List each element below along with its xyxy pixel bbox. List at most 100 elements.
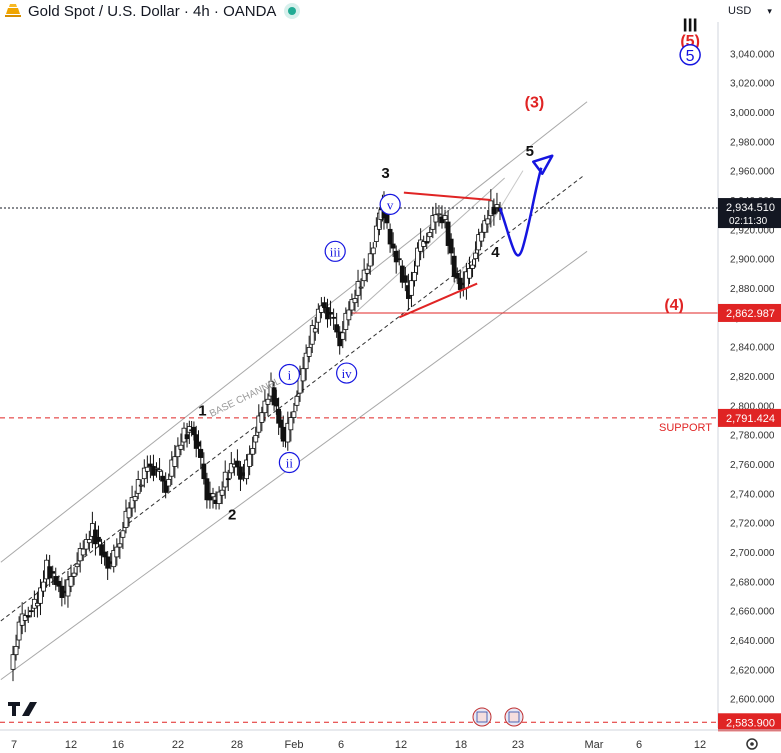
candle-body [352, 298, 358, 304]
candle-body [485, 218, 491, 225]
wave-label-(3): (3) [525, 95, 545, 112]
x-tick-label: Feb [285, 739, 304, 751]
aux-trend-line [353, 177, 505, 315]
candle-body [448, 238, 454, 254]
candle-body [157, 469, 162, 472]
y-tick-label: 2,620.000 [730, 665, 775, 676]
y-tick-label: 2,600.000 [730, 695, 775, 706]
x-tick-label: 12 [694, 739, 706, 751]
wave-label-v: v [387, 197, 394, 212]
candle-body [83, 539, 89, 550]
candle-body [467, 268, 472, 279]
candle-body [219, 489, 225, 496]
candle-body [415, 247, 420, 267]
y-tick-label: 2,740.000 [730, 489, 775, 500]
candle-body [273, 398, 279, 407]
candle-body [74, 563, 80, 568]
candle-body [210, 493, 216, 498]
x-tick-label: 12 [65, 739, 77, 751]
candle-body [334, 324, 340, 333]
y-tick-label: 2,780.000 [730, 431, 775, 442]
candle-body [56, 580, 62, 587]
candle-body [384, 214, 390, 224]
candle-body [396, 258, 402, 261]
candle-body [346, 309, 352, 321]
wave-label-III: III [683, 15, 698, 35]
projection-curve [498, 167, 543, 257]
candle-body [300, 368, 306, 382]
candle-body [117, 543, 123, 548]
market-status-dot [288, 7, 297, 15]
candle-body [16, 621, 22, 641]
candle-body [166, 479, 172, 487]
candle-body [132, 496, 138, 502]
candle-body [25, 615, 31, 618]
candle-body [470, 264, 475, 269]
x-tick-label: 12 [395, 739, 407, 751]
candle-body [312, 328, 318, 333]
y-tick-label: 2,660.000 [730, 607, 775, 618]
candle-body [390, 243, 396, 249]
y-tick-label: 3,020.000 [730, 79, 775, 90]
wave-label-1: 1 [198, 403, 206, 420]
candle-body [331, 316, 337, 319]
candle-body [315, 308, 321, 323]
candle-body [349, 299, 355, 311]
candle-body [138, 484, 144, 487]
candle-body [253, 435, 259, 443]
candle-body [247, 453, 253, 467]
candle-body [494, 204, 500, 208]
candle-body [370, 247, 376, 255]
gold-bars-icon [5, 4, 21, 17]
candle-body [250, 448, 256, 455]
support-label: SUPPORT [659, 422, 712, 434]
candle-body [99, 544, 104, 556]
wave-label-4: 4 [491, 244, 500, 261]
wave-label-circled-5: 5 [686, 48, 695, 65]
y-tick-label: 2,720.000 [730, 519, 775, 530]
x-tick-label: 16 [112, 739, 124, 751]
candle-body [343, 312, 349, 330]
x-tick-label: 22 [172, 739, 184, 751]
wave-label-(4): (4) [664, 297, 684, 314]
candle-body [361, 269, 367, 282]
y-tick-label: 2,900.000 [730, 255, 775, 266]
candle-body [10, 654, 16, 670]
candle-body [86, 539, 92, 544]
currency-label: USD [728, 5, 752, 17]
candle-body [65, 579, 71, 597]
wave-circle-i [278, 363, 300, 386]
price-level-label-0: 2,862.987 [726, 308, 775, 320]
symbol-title[interactable]: Gold Spot / U.S. Dollar · 4h · OANDA [28, 2, 277, 20]
candle-body [451, 255, 457, 277]
price-level-label-1: 2,791.424 [726, 413, 775, 425]
candle-body [285, 422, 291, 443]
x-tick-label: 28 [231, 739, 243, 751]
candle-body [22, 615, 28, 621]
currency-selector[interactable]: USD ▾ [720, 0, 780, 22]
y-tick-label: 2,960.000 [730, 167, 775, 178]
candle-body [111, 550, 117, 568]
candle-body [50, 571, 56, 574]
candle-body [278, 419, 284, 428]
candle-body [294, 395, 300, 406]
x-tick-label: 6 [338, 739, 344, 751]
candle-body [123, 510, 129, 528]
price-level-badge-1 [718, 408, 781, 427]
candle-body [373, 225, 379, 242]
y-tick-label: 2,980.000 [730, 137, 775, 148]
candle-body [13, 646, 19, 656]
price-level-badge-0 [718, 303, 781, 322]
chart-title-bar: Gold Spot / U.S. Dollar · 4h · OANDA [0, 0, 297, 22]
candle-body [68, 576, 74, 587]
candle-body [427, 232, 433, 238]
candle-body [175, 445, 181, 458]
candle-body [126, 507, 132, 519]
channel-midline [0, 176, 583, 622]
wave-circle-iv [336, 362, 358, 384]
wave-label-ii: ii [286, 456, 294, 471]
wave-label-iv: iv [342, 366, 353, 381]
triangle-lower-line [398, 282, 478, 319]
candle-body [306, 347, 312, 357]
